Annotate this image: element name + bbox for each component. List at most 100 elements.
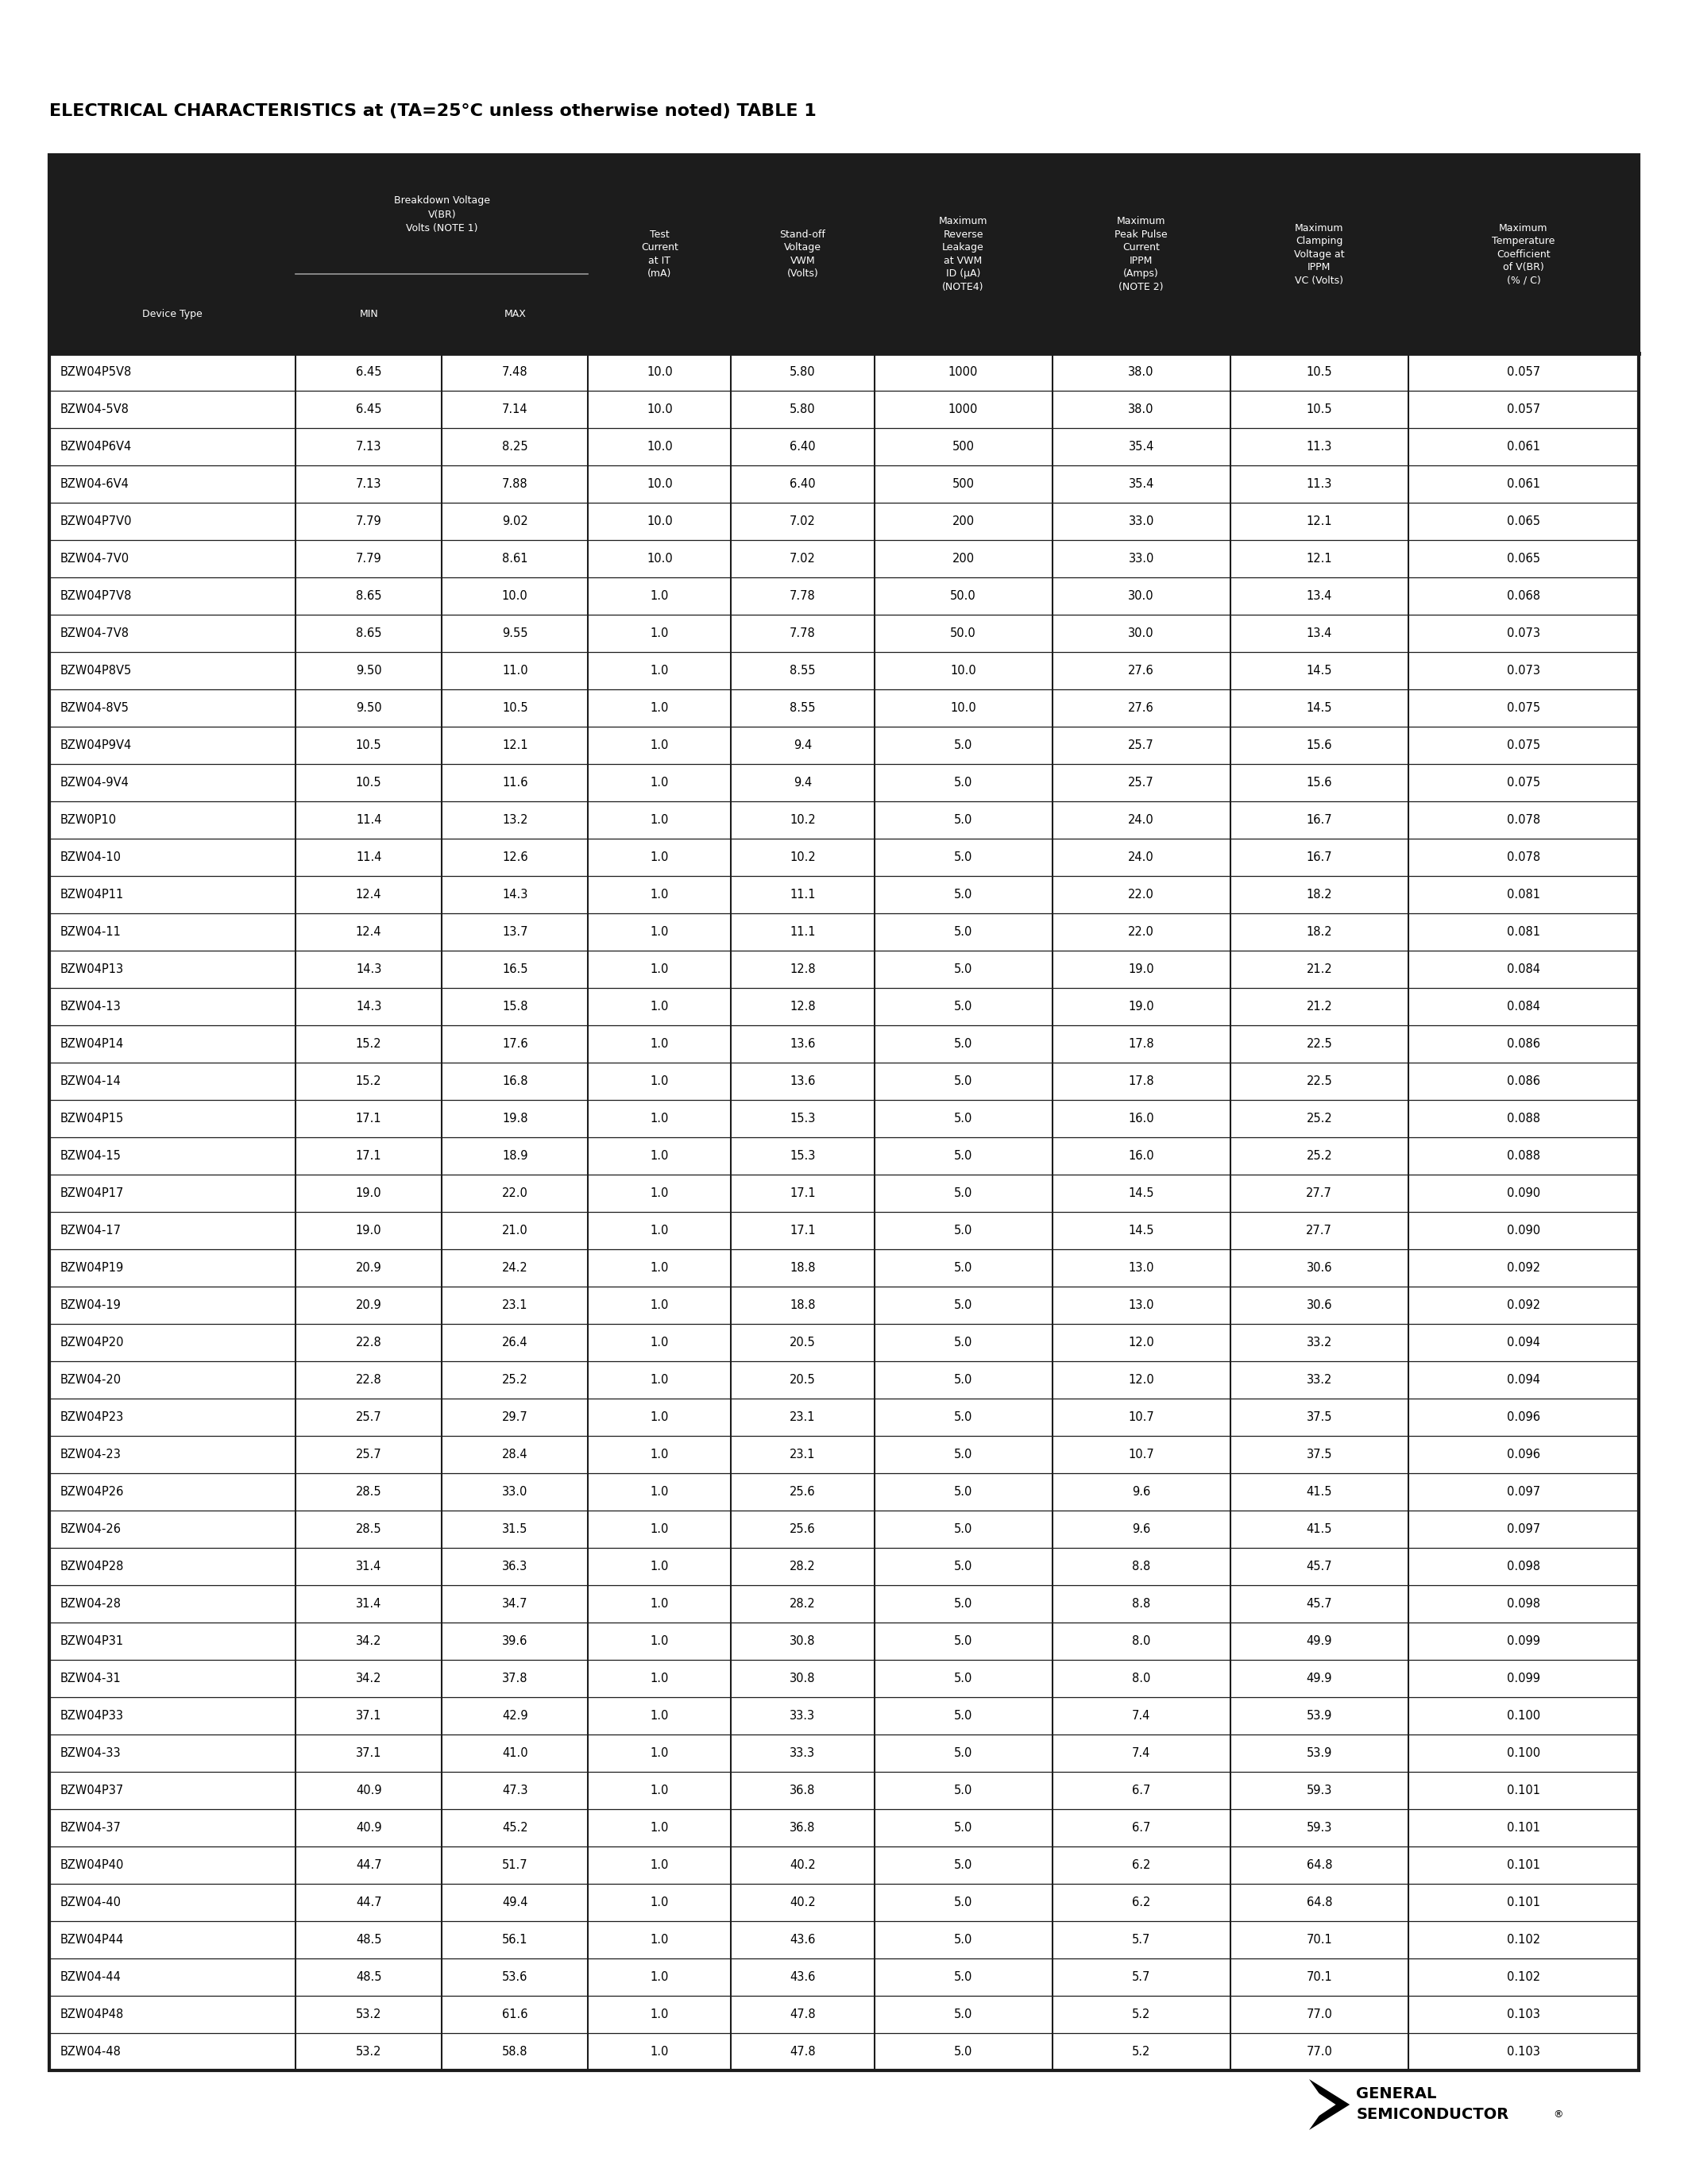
Text: 500: 500 <box>952 478 974 489</box>
Text: 8.55: 8.55 <box>790 701 815 714</box>
Text: 58.8: 58.8 <box>501 2046 528 2057</box>
Text: 53.6: 53.6 <box>501 1972 528 1983</box>
Text: 28.4: 28.4 <box>501 1448 528 1461</box>
Text: 7.79: 7.79 <box>356 553 381 566</box>
Text: 28.5: 28.5 <box>356 1485 381 1498</box>
Text: Maximum
Clamping
Voltage at
IPPM
VC (Volts): Maximum Clamping Voltage at IPPM VC (Vol… <box>1295 223 1345 286</box>
Text: BZW04P13: BZW04P13 <box>61 963 123 976</box>
Text: 10.5: 10.5 <box>356 740 381 751</box>
Text: 34.2: 34.2 <box>356 1636 381 1647</box>
Text: 10.5: 10.5 <box>1307 367 1332 378</box>
Text: 53.9: 53.9 <box>1307 1747 1332 1758</box>
Text: 0.057: 0.057 <box>1507 367 1539 378</box>
Text: 24.2: 24.2 <box>501 1262 528 1273</box>
Text: 19.8: 19.8 <box>501 1112 528 1125</box>
Text: 0.103: 0.103 <box>1507 2009 1539 2020</box>
Text: 53.2: 53.2 <box>356 2009 381 2020</box>
Text: 43.6: 43.6 <box>790 1972 815 1983</box>
Text: 16.0: 16.0 <box>1128 1112 1155 1125</box>
Text: 5.0: 5.0 <box>954 1000 972 1013</box>
Text: SEMICONDUCTOR: SEMICONDUCTOR <box>1355 2108 1509 2123</box>
Text: BZW04P20: BZW04P20 <box>61 1337 125 1348</box>
Text: 1.0: 1.0 <box>650 1374 668 1387</box>
Text: BZW04P44: BZW04P44 <box>61 1933 125 1946</box>
Text: BZW04-6V4: BZW04-6V4 <box>61 478 130 489</box>
Text: 23.1: 23.1 <box>501 1299 528 1310</box>
Text: 10.0: 10.0 <box>647 404 672 415</box>
Text: 30.8: 30.8 <box>790 1636 815 1647</box>
Text: 7.48: 7.48 <box>501 367 528 378</box>
Text: 0.102: 0.102 <box>1507 1933 1539 1946</box>
Text: 1.0: 1.0 <box>650 1636 668 1647</box>
Text: Breakdown Voltage
V(BR)
Volts (NOTE 1): Breakdown Voltage V(BR) Volts (NOTE 1) <box>393 194 490 234</box>
Text: BZW04-13: BZW04-13 <box>61 1000 122 1013</box>
Text: 19.0: 19.0 <box>1128 1000 1155 1013</box>
Text: 0.061: 0.061 <box>1507 478 1539 489</box>
Text: 47.8: 47.8 <box>790 2046 815 2057</box>
Text: 48.5: 48.5 <box>356 1933 381 1946</box>
Text: 5.0: 5.0 <box>954 1112 972 1125</box>
Text: 5.2: 5.2 <box>1133 2046 1151 2057</box>
Text: 1.0: 1.0 <box>650 2009 668 2020</box>
Text: 49.4: 49.4 <box>501 1896 528 1909</box>
Text: 1.0: 1.0 <box>650 1710 668 1721</box>
Text: 0.078: 0.078 <box>1507 815 1539 826</box>
Text: 38.0: 38.0 <box>1128 404 1155 415</box>
Text: BZW04-8V5: BZW04-8V5 <box>61 701 130 714</box>
Text: 0.100: 0.100 <box>1507 1747 1539 1758</box>
Text: 0.065: 0.065 <box>1507 515 1539 526</box>
Text: 1.0: 1.0 <box>650 1599 668 1610</box>
Text: BZW04-20: BZW04-20 <box>61 1374 122 1387</box>
Text: 15.3: 15.3 <box>790 1112 815 1125</box>
Text: 0.092: 0.092 <box>1507 1262 1539 1273</box>
Text: 1.0: 1.0 <box>650 778 668 788</box>
Text: 5.0: 5.0 <box>954 852 972 863</box>
Text: 35.4: 35.4 <box>1128 478 1155 489</box>
Text: 1.0: 1.0 <box>650 1448 668 1461</box>
Text: BZW04P48: BZW04P48 <box>61 2009 125 2020</box>
Text: 8.8: 8.8 <box>1133 1562 1151 1572</box>
Text: 42.9: 42.9 <box>501 1710 528 1721</box>
Text: 0.101: 0.101 <box>1507 1821 1539 1835</box>
Text: 49.9: 49.9 <box>1307 1636 1332 1647</box>
Text: 1.0: 1.0 <box>650 1896 668 1909</box>
Text: GENERAL: GENERAL <box>1355 2086 1436 2101</box>
Text: 1.0: 1.0 <box>650 1673 668 1684</box>
Text: 50.0: 50.0 <box>950 590 976 603</box>
Text: 25.2: 25.2 <box>1307 1151 1332 1162</box>
Text: 5.0: 5.0 <box>954 1337 972 1348</box>
Text: 64.8: 64.8 <box>1307 1859 1332 1872</box>
Text: 5.0: 5.0 <box>954 1972 972 1983</box>
Text: 12.1: 12.1 <box>501 740 528 751</box>
Text: 0.101: 0.101 <box>1507 1859 1539 1872</box>
Text: 0.086: 0.086 <box>1507 1075 1539 1088</box>
Text: BZW04-5V8: BZW04-5V8 <box>61 404 130 415</box>
Text: 1.0: 1.0 <box>650 1075 668 1088</box>
Text: 5.0: 5.0 <box>954 2009 972 2020</box>
Text: 0.099: 0.099 <box>1507 1673 1539 1684</box>
Text: 8.0: 8.0 <box>1133 1673 1151 1684</box>
Text: 27.6: 27.6 <box>1128 701 1155 714</box>
Text: BZW04P11: BZW04P11 <box>61 889 125 900</box>
Text: 33.0: 33.0 <box>1128 515 1155 526</box>
Bar <box>49 155 1639 2070</box>
Text: 11.0: 11.0 <box>501 664 528 677</box>
Text: BZW04P5V8: BZW04P5V8 <box>61 367 132 378</box>
Text: 11.3: 11.3 <box>1307 478 1332 489</box>
Text: BZW04P15: BZW04P15 <box>61 1112 125 1125</box>
Text: 5.0: 5.0 <box>954 1225 972 1236</box>
Text: 0.078: 0.078 <box>1507 852 1539 863</box>
Text: 7.78: 7.78 <box>790 627 815 640</box>
Text: 21.2: 21.2 <box>1307 963 1332 976</box>
Text: 5.0: 5.0 <box>954 1522 972 1535</box>
Text: 6.45: 6.45 <box>356 404 381 415</box>
Text: MIN: MIN <box>360 308 378 319</box>
Text: 9.50: 9.50 <box>356 664 381 677</box>
Text: 40.2: 40.2 <box>790 1859 815 1872</box>
Text: 1.0: 1.0 <box>650 2046 668 2057</box>
Text: 5.0: 5.0 <box>954 1188 972 1199</box>
Text: BZW04P28: BZW04P28 <box>61 1562 125 1572</box>
Text: 5.80: 5.80 <box>790 404 815 415</box>
Text: 0.094: 0.094 <box>1507 1374 1539 1387</box>
Text: 64.8: 64.8 <box>1307 1896 1332 1909</box>
